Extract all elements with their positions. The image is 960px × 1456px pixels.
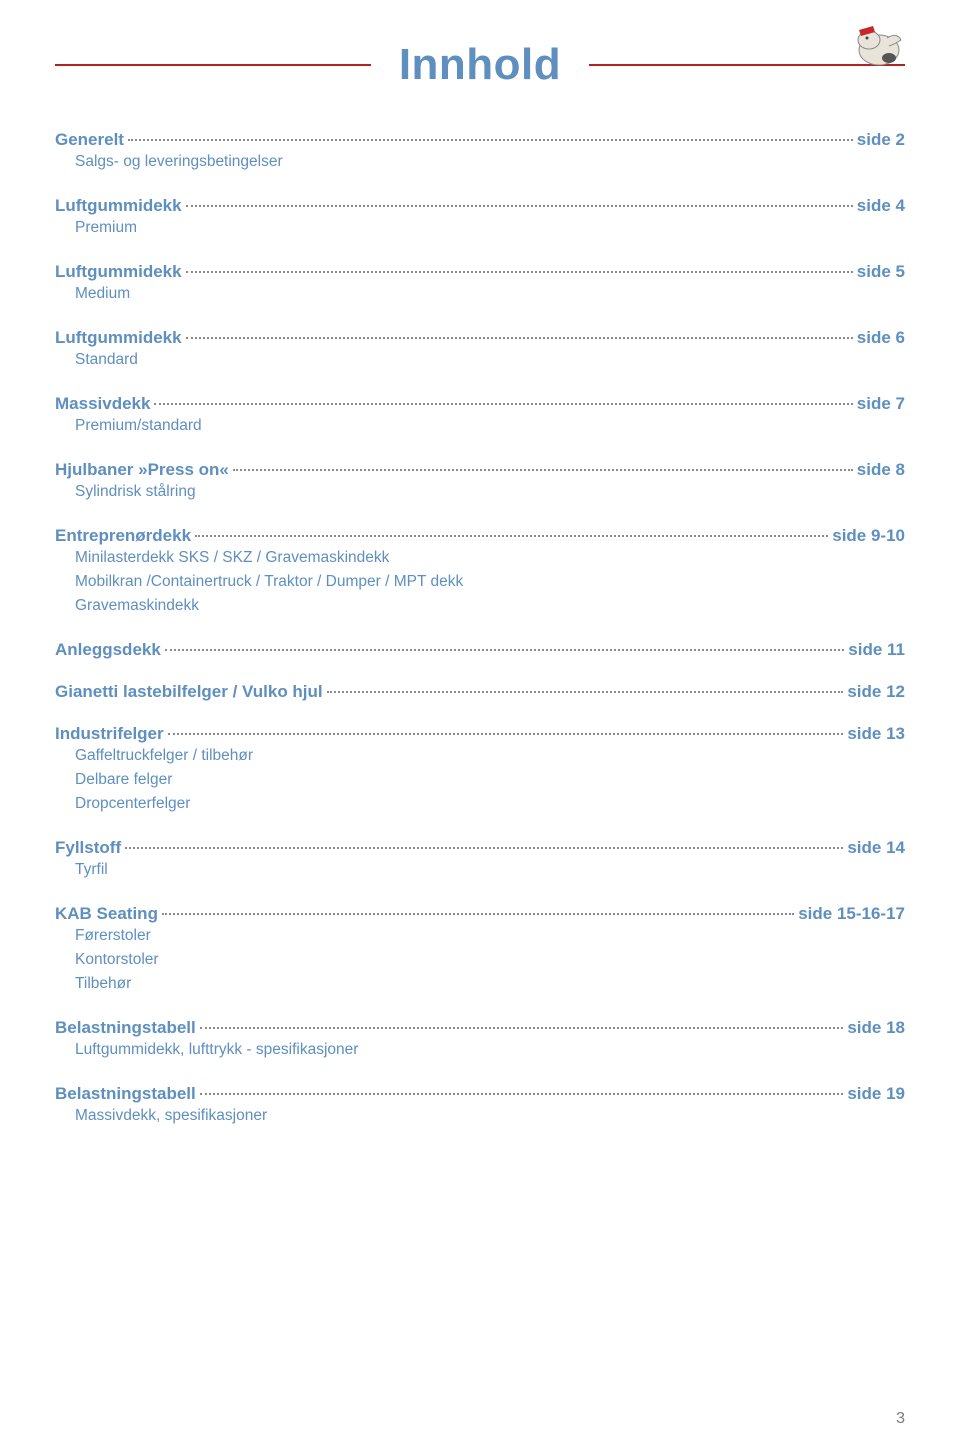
page-title-row: Innhold xyxy=(55,40,905,90)
toc-leader-dots xyxy=(125,847,843,849)
toc-entry-label: Industrifelger xyxy=(55,724,164,744)
toc-entry-page: side 15-16-17 xyxy=(798,904,905,924)
toc-entry-main: Entreprenørdekk side 9-10 xyxy=(55,526,905,546)
toc-entry-sub: Massivdekk, spesifikasjoner xyxy=(75,1104,905,1128)
toc-entry-page: side 9-10 xyxy=(832,526,905,546)
toc-entry-main: Luftgummidekk side 4 xyxy=(55,196,905,216)
toc-entry-page: side 4 xyxy=(857,196,905,216)
toc-entry-main: Generelt side 2 xyxy=(55,130,905,150)
toc-entry: Luftgummidekk side 6Standard xyxy=(55,328,905,372)
toc-entry-sub: Gaffeltruckfelger / tilbehør xyxy=(75,744,905,768)
toc-entry-page: side 8 xyxy=(857,460,905,480)
toc-entry-page: side 18 xyxy=(847,1018,905,1038)
mascot-logo xyxy=(845,18,905,68)
toc-leader-dots xyxy=(186,271,853,273)
toc-entry-sub: Medium xyxy=(75,282,905,306)
toc-entry-sub: Premium/standard xyxy=(75,414,905,438)
page-title: Innhold xyxy=(381,40,579,90)
toc-entry-sub: Tilbehør xyxy=(75,972,905,996)
toc-leader-dots xyxy=(154,403,852,405)
toc-entry-sub: Premium xyxy=(75,216,905,240)
toc-entry-label: Entreprenørdekk xyxy=(55,526,191,546)
toc-leader-dots xyxy=(233,469,853,471)
toc-leader-dots xyxy=(200,1027,844,1029)
toc-entry-main: Industrifelger side 13 xyxy=(55,724,905,744)
title-rule-left xyxy=(55,64,371,66)
toc-entry-main: Massivdekk side 7 xyxy=(55,394,905,414)
page-number: 3 xyxy=(896,1410,905,1428)
toc-entry-page: side 7 xyxy=(857,394,905,414)
toc-entry: Industrifelger side 13Gaffeltruckfelger /… xyxy=(55,724,905,816)
toc-leader-dots xyxy=(165,649,844,651)
toc-entry-main: Hjulbaner »Press on« side 8 xyxy=(55,460,905,480)
toc-entry-page: side 13 xyxy=(847,724,905,744)
toc-entry-label: Hjulbaner »Press on« xyxy=(55,460,229,480)
toc-entry-main: KAB Seating side 15-16-17 xyxy=(55,904,905,924)
toc-leader-dots xyxy=(128,139,853,141)
toc-entry-page: side 6 xyxy=(857,328,905,348)
toc-entry-label: Anleggsdekk xyxy=(55,640,161,660)
toc-entry: Gianetti lastebilfelger / Vulko hjul side… xyxy=(55,682,905,702)
toc-leader-dots xyxy=(200,1093,844,1095)
toc-entry-main: Anleggsdekk side 11 xyxy=(55,640,905,660)
table-of-contents: Generelt side 2Salgs- og leveringsbetinge… xyxy=(55,130,905,1128)
toc-entry: Entreprenørdekk side 9-10Minilasterdekk S… xyxy=(55,526,905,618)
toc-entry-label: Belastningstabell xyxy=(55,1084,196,1104)
toc-entry-main: Belastningstabell side 18 xyxy=(55,1018,905,1038)
toc-entry: Fyllstoff side 14Tyrfil xyxy=(55,838,905,882)
toc-entry-sub: Gravemaskindekk xyxy=(75,594,905,618)
toc-leader-dots xyxy=(327,691,844,693)
toc-entry: Belastningstabell side 18Luftgummidekk, l… xyxy=(55,1018,905,1062)
toc-entry-sub: Dropcenterfelger xyxy=(75,792,905,816)
toc-entry-main: Luftgummidekk side 5 xyxy=(55,262,905,282)
toc-leader-dots xyxy=(162,913,794,915)
toc-entry-label: Luftgummidekk xyxy=(55,196,182,216)
toc-entry-sub: Kontorstoler xyxy=(75,948,905,972)
toc-entry-page: side 5 xyxy=(857,262,905,282)
toc-entry-page: side 11 xyxy=(848,640,905,660)
toc-entry-sub: Standard xyxy=(75,348,905,372)
toc-entry-label: Fyllstoff xyxy=(55,838,121,858)
toc-entry-main: Belastningstabell side 19 xyxy=(55,1084,905,1104)
toc-entry-main: Gianetti lastebilfelger / Vulko hjul side… xyxy=(55,682,905,702)
toc-entry: Luftgummidekk side 4Premium xyxy=(55,196,905,240)
toc-leader-dots xyxy=(168,733,844,735)
toc-entry-sub: Sylindrisk stålring xyxy=(75,480,905,504)
toc-entry-label: Gianetti lastebilfelger / Vulko hjul xyxy=(55,682,323,702)
toc-entry-sub: Minilasterdekk SKS / SKZ / Gravemaskinde… xyxy=(75,546,905,570)
toc-entry-label: Luftgummidekk xyxy=(55,262,182,282)
toc-entry-main: Luftgummidekk side 6 xyxy=(55,328,905,348)
toc-entry: Anleggsdekk side 11 xyxy=(55,640,905,660)
toc-entry-label: Luftgummidekk xyxy=(55,328,182,348)
toc-entry-main: Fyllstoff side 14 xyxy=(55,838,905,858)
toc-entry-page: side 14 xyxy=(847,838,905,858)
toc-entry-label: KAB Seating xyxy=(55,904,158,924)
toc-entry-sub: Tyrfil xyxy=(75,858,905,882)
toc-entry-label: Massivdekk xyxy=(55,394,150,414)
toc-entry-label: Belastningstabell xyxy=(55,1018,196,1038)
toc-entry: Generelt side 2Salgs- og leveringsbetinge… xyxy=(55,130,905,174)
toc-entry: Hjulbaner »Press on« side 8Sylindrisk stå… xyxy=(55,460,905,504)
toc-entry-sub: Delbare felger xyxy=(75,768,905,792)
toc-leader-dots xyxy=(186,205,853,207)
toc-entry: KAB Seating side 15-16-17FørerstolerKonto… xyxy=(55,904,905,996)
toc-entry-label: Generelt xyxy=(55,130,124,150)
toc-entry-sub: Mobilkran /Containertruck / Traktor / Du… xyxy=(75,570,905,594)
toc-entry-page: side 2 xyxy=(857,130,905,150)
toc-entry-sub: Førerstoler xyxy=(75,924,905,948)
toc-entry: Massivdekk side 7Premium/standard xyxy=(55,394,905,438)
toc-leader-dots xyxy=(186,337,853,339)
toc-leader-dots xyxy=(195,535,828,537)
toc-entry-page: side 19 xyxy=(847,1084,905,1104)
toc-entry: Luftgummidekk side 5Medium xyxy=(55,262,905,306)
toc-entry-page: side 12 xyxy=(847,682,905,702)
toc-entry-sub: Salgs- og leveringsbetingelser xyxy=(75,150,905,174)
toc-entry-sub: Luftgummidekk, lufttrykk - spesifikasjon… xyxy=(75,1038,905,1062)
toc-entry: Belastningstabell side 19Massivdekk, spes… xyxy=(55,1084,905,1128)
